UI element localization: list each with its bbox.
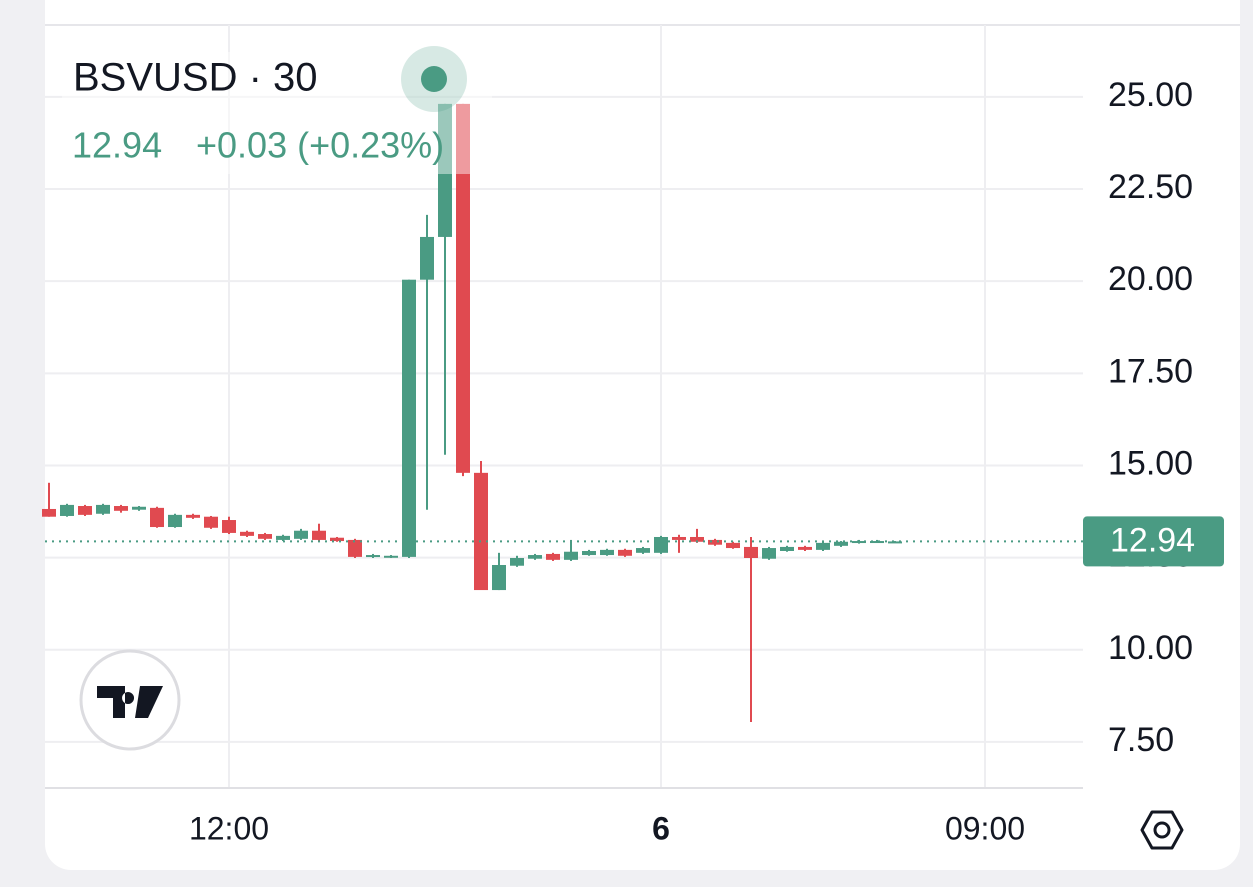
candle-body — [132, 506, 146, 510]
candle-body — [168, 514, 182, 528]
x-tick-label: 12:00 — [189, 810, 269, 846]
candle-body — [294, 530, 308, 539]
candle-body — [780, 546, 794, 551]
price-tag-layer: 12.94 — [1083, 516, 1224, 567]
candle-body — [672, 536, 686, 540]
y-tick-label: 20.00 — [1108, 260, 1193, 298]
candle-body — [474, 472, 488, 591]
candle-body — [726, 542, 740, 549]
y-tick-label: 10.00 — [1108, 629, 1193, 667]
candle-body — [60, 504, 74, 516]
candle-body — [546, 553, 560, 560]
y-tick-label: 22.50 — [1108, 168, 1193, 206]
candle-body — [402, 279, 416, 557]
candle-body — [762, 548, 776, 559]
candle-body — [690, 536, 704, 542]
candle-body — [816, 542, 830, 550]
candle-body — [204, 516, 218, 528]
candle-body — [150, 507, 164, 528]
candle-body — [222, 520, 236, 533]
settings-button[interactable] — [1140, 810, 1184, 850]
candle-body — [96, 504, 110, 514]
candle-body — [528, 555, 542, 559]
candles — [42, 103, 1083, 723]
x-tick-label: 09:00 — [945, 810, 1025, 846]
settings-hexagon[interactable] — [1140, 810, 1184, 850]
candle-body — [438, 103, 452, 237]
candle-body — [240, 531, 254, 536]
logo-icon — [97, 686, 163, 718]
candle-body — [42, 508, 56, 517]
y-tick-label: 15.00 — [1108, 444, 1193, 482]
candle-body — [384, 555, 398, 558]
last-price-label: 12.94 — [1110, 521, 1195, 559]
candle-body — [330, 537, 344, 542]
candle-body — [564, 551, 578, 560]
candle-body — [186, 514, 200, 518]
symbol-title: BSVUSD · 30 — [73, 56, 318, 100]
candle-body — [798, 546, 812, 550]
candle-body — [834, 541, 848, 546]
x-tick-label: 6 — [652, 810, 670, 846]
candle-body — [618, 549, 632, 556]
candle-body — [600, 549, 614, 556]
candle-body — [78, 506, 92, 515]
candle-body — [870, 541, 884, 544]
last-price: 12.94 — [72, 125, 162, 166]
candle-body — [420, 236, 434, 280]
last-price-tag — [1083, 516, 1224, 567]
candle-body — [888, 541, 902, 544]
candle-body — [654, 536, 668, 553]
candle-body — [276, 535, 290, 540]
price-change: +0.03 (+0.23%) — [196, 125, 444, 166]
settings-dot — [1153, 821, 1171, 839]
card — [45, 0, 1240, 870]
candle-body — [366, 555, 380, 558]
y-tick-label: 7.50 — [1108, 721, 1174, 759]
candle-body — [582, 550, 596, 556]
candle-body — [708, 539, 722, 545]
candle-body — [744, 546, 758, 558]
live-dot — [421, 66, 447, 92]
y-tick-label: 25.00 — [1108, 76, 1193, 114]
candle-body — [258, 534, 272, 539]
tv-logo[interactable] — [79, 649, 181, 751]
candle-body — [492, 564, 506, 591]
candle-body — [636, 548, 650, 553]
legend-backdrop — [62, 52, 492, 174]
overlay: BSVUSD · 30 12.94 +0.03 (+0.23%) — [62, 46, 492, 174]
candle-body — [456, 103, 470, 473]
candle-body — [312, 530, 326, 540]
candle-body — [114, 506, 128, 511]
candle-body — [348, 539, 362, 557]
candle-body — [510, 557, 524, 566]
y-tick-label: 17.50 — [1108, 352, 1193, 390]
